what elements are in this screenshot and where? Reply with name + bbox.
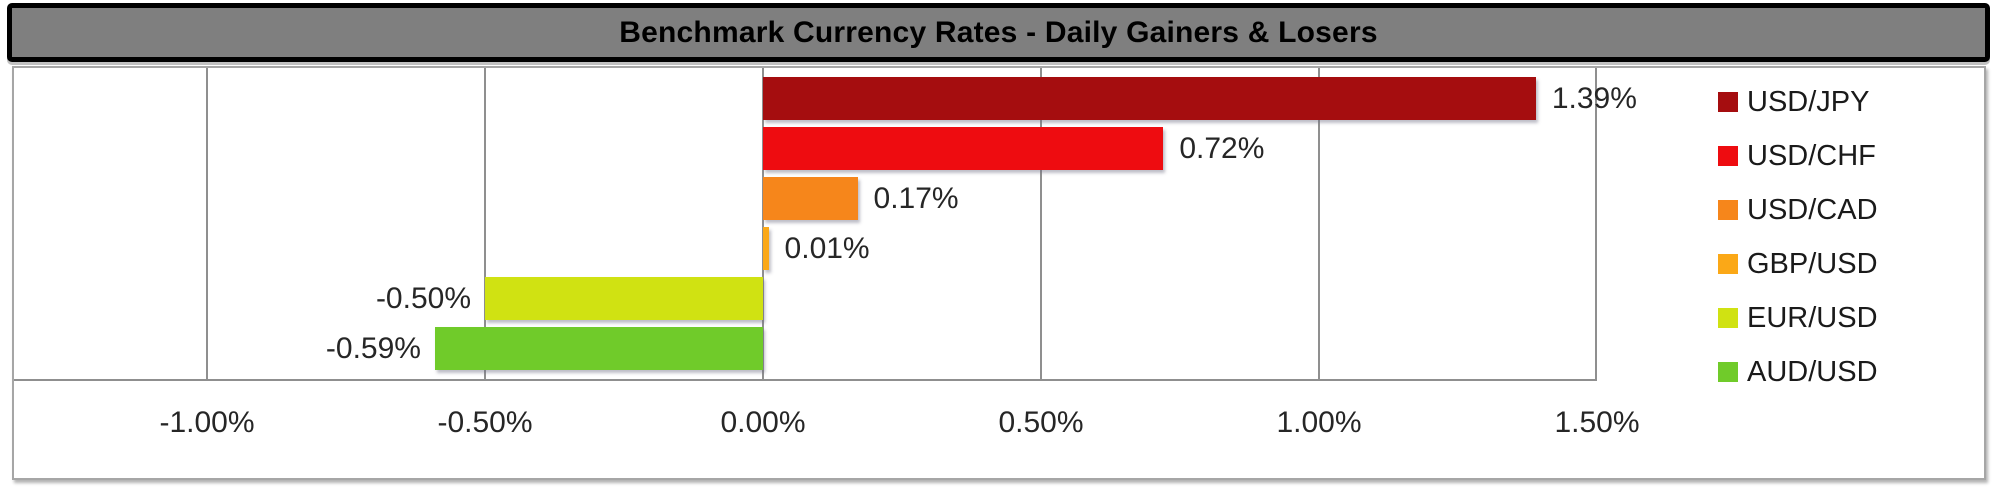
x-axis-tick-label: -1.00% — [159, 406, 255, 439]
data-label-GBP/USD: 0.01% — [784, 232, 870, 265]
data-label-USD/JPY: 1.39% — [1551, 82, 1637, 115]
bar-USD/CAD — [763, 177, 858, 220]
x-axis-tick-label: 1.50% — [1554, 406, 1640, 439]
chart-title-bar: Benchmark Currency Rates - Daily Gainers… — [7, 3, 1990, 62]
data-label-USD/CHF: 0.72% — [1179, 132, 1265, 165]
legend-swatch-icon — [1718, 200, 1738, 220]
legend-label: USD/CAD — [1747, 193, 1878, 226]
gridline--1.00% — [206, 68, 208, 381]
chart-title: Benchmark Currency Rates - Daily Gainers… — [619, 15, 1378, 49]
data-label-EUR/USD: -0.50% — [375, 282, 471, 315]
bar-EUR/USD — [485, 277, 763, 320]
legend-swatch-icon — [1718, 92, 1738, 112]
x-axis-tick-label: 0.00% — [720, 406, 806, 439]
legend-label: GBP/USD — [1747, 247, 1878, 280]
legend-item-USD/CHF: USD/CHF — [1718, 139, 1876, 173]
legend-label: AUD/USD — [1747, 355, 1878, 388]
legend-swatch-icon — [1718, 362, 1738, 382]
legend-item-AUD/USD: AUD/USD — [1718, 355, 1878, 389]
legend-item-USD/CAD: USD/CAD — [1718, 193, 1878, 227]
gridline--0.50% — [484, 68, 486, 381]
x-axis-tick-label: 0.50% — [998, 406, 1084, 439]
legend-label: USD/CHF — [1747, 139, 1876, 172]
bar-GBP/USD — [763, 227, 769, 270]
data-label-USD/CAD: 0.17% — [873, 182, 959, 215]
bar-AUD/USD — [434, 327, 763, 370]
x-axis-tick-label: 1.00% — [1276, 406, 1362, 439]
legend-label: USD/JPY — [1747, 85, 1870, 118]
legend-item-GBP/USD: GBP/USD — [1718, 247, 1878, 281]
gridline-0.50% — [1040, 68, 1042, 381]
bar-USD/CHF — [763, 127, 1164, 170]
plot-area: 1.39% 0.72% 0.17% 0.01% -0.50% -0.59% — [14, 68, 1637, 381]
legend-label: EUR/USD — [1747, 301, 1878, 334]
gridline-1.00% — [1318, 68, 1320, 381]
bar-USD/JPY — [763, 77, 1536, 120]
chart-frame: 1.39% 0.72% 0.17% 0.01% -0.50% -0.59% USD/JPY… — [12, 66, 1986, 480]
data-label-AUD/USD: -0.59% — [325, 332, 421, 365]
x-axis-tick-label: -0.50% — [437, 406, 533, 439]
legend-swatch-icon — [1718, 254, 1738, 274]
legend-swatch-icon — [1718, 308, 1738, 328]
legend-item-USD/JPY: USD/JPY — [1718, 85, 1869, 119]
gridline-0.00% — [762, 68, 764, 381]
legend-swatch-icon — [1718, 146, 1738, 166]
legend-item-EUR/USD: EUR/USD — [1718, 301, 1878, 335]
